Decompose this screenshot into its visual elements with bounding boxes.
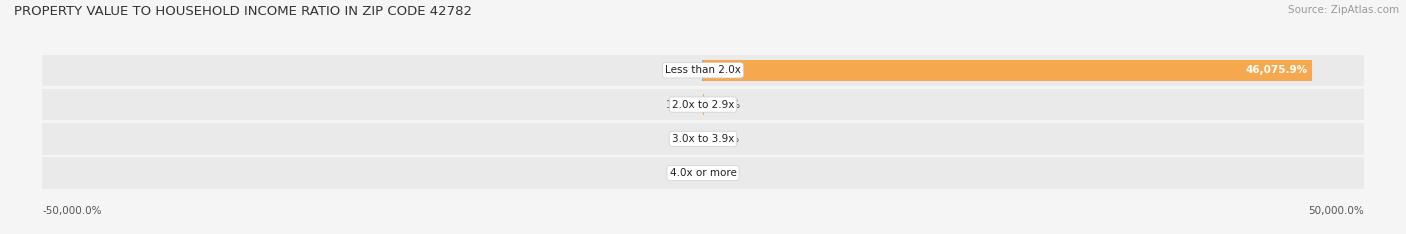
Bar [42,120,1364,123]
Text: Less than 2.0x: Less than 2.0x [665,65,741,75]
Bar [42,189,1364,192]
Text: PROPERTY VALUE TO HOUSEHOLD INCOME RATIO IN ZIP CODE 42782: PROPERTY VALUE TO HOUSEHOLD INCOME RATIO… [14,5,472,18]
Text: 10.6%: 10.6% [666,168,699,178]
Text: 3.0x to 3.9x: 3.0x to 3.9x [672,134,734,144]
Text: 14.2%: 14.2% [707,134,741,144]
Bar [42,157,1364,189]
Text: 5.0%: 5.0% [707,168,734,178]
Text: 2.0x to 2.9x: 2.0x to 2.9x [672,99,734,110]
Bar [703,60,1312,81]
Text: 50,000.0%: 50,000.0% [1308,206,1364,216]
Text: 19.7%: 19.7% [665,99,699,110]
Text: Source: ZipAtlas.com: Source: ZipAtlas.com [1288,5,1399,15]
Text: -50,000.0%: -50,000.0% [42,206,101,216]
Text: 44.7%: 44.7% [707,99,741,110]
Text: 0.0%: 0.0% [673,134,699,144]
Text: 50.8%: 50.8% [665,65,699,75]
Bar [42,89,1364,120]
Text: 46,075.9%: 46,075.9% [1246,65,1308,75]
Text: 4.0x or more: 4.0x or more [669,168,737,178]
Bar [42,123,1364,154]
Bar [42,55,1364,86]
Bar [42,86,1364,89]
Bar [42,154,1364,157]
